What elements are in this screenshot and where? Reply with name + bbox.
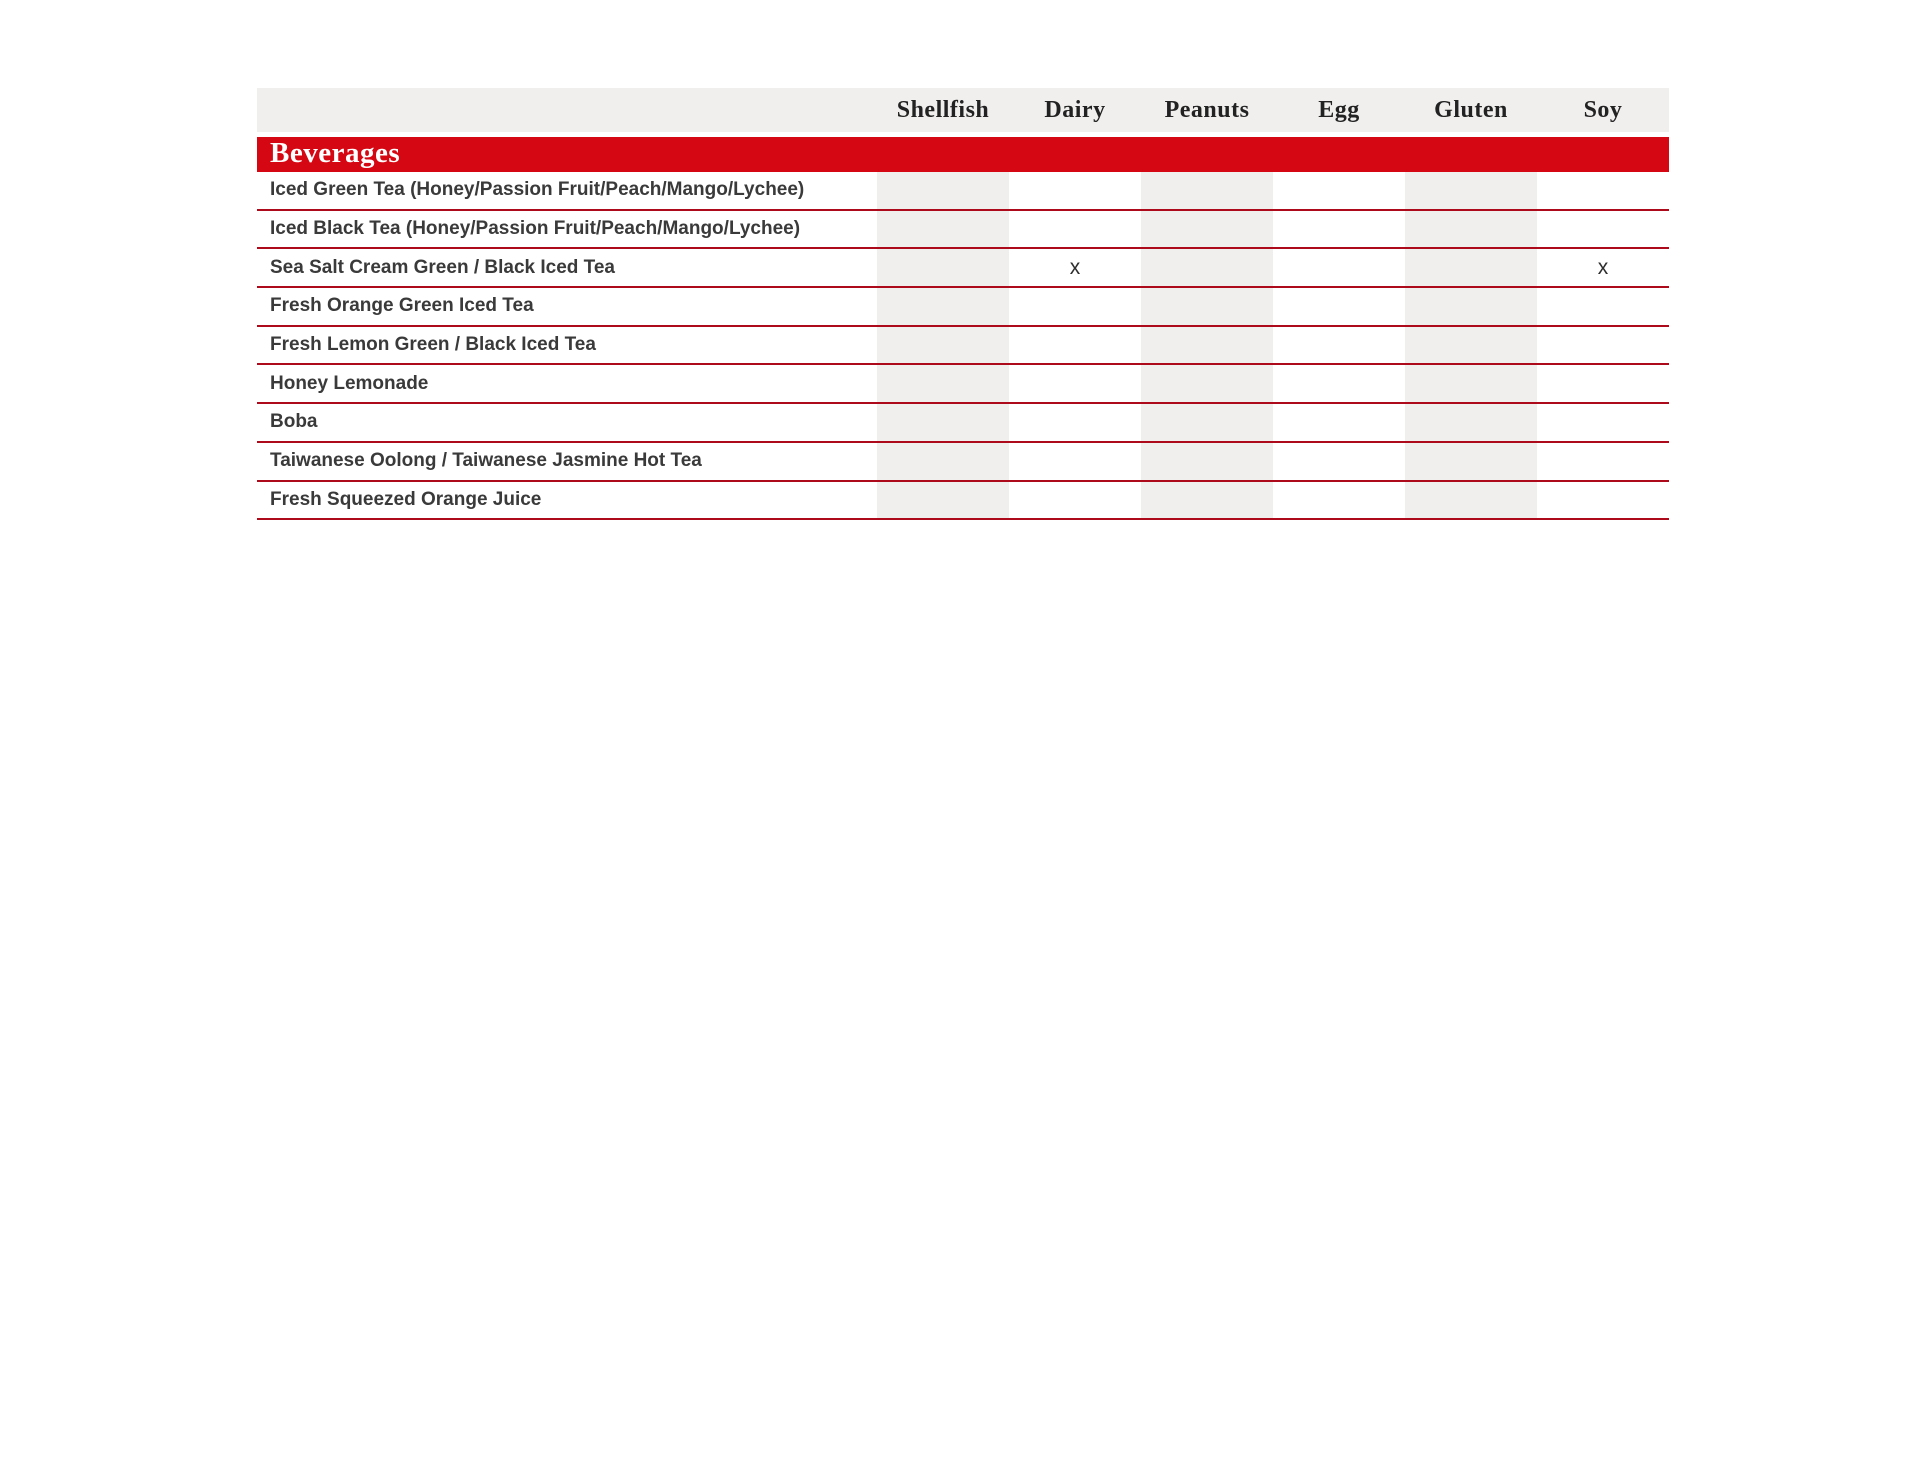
item-name: Honey Lemonade bbox=[270, 372, 429, 394]
cell-shellfish bbox=[877, 288, 1009, 325]
table-row: Boba bbox=[257, 404, 1669, 443]
cell-dairy: x bbox=[1069, 255, 1081, 279]
cell-egg bbox=[1273, 172, 1405, 209]
header-spacer bbox=[257, 88, 877, 132]
cell-soy bbox=[1537, 327, 1669, 364]
cell-peanuts bbox=[1141, 326, 1273, 364]
column-header-peanuts: Peanuts bbox=[1164, 96, 1250, 123]
cell-soy bbox=[1537, 288, 1669, 325]
cell-shellfish bbox=[877, 249, 1009, 287]
cell-egg bbox=[1273, 288, 1405, 325]
cell-gluten bbox=[1405, 404, 1537, 441]
column-header-soy: Soy bbox=[1583, 96, 1623, 123]
cell-peanuts bbox=[1141, 210, 1273, 248]
section-title: Beverages bbox=[270, 136, 401, 169]
cell-peanuts bbox=[1141, 288, 1273, 325]
cell-shellfish bbox=[877, 404, 1009, 441]
column-header-egg: Egg bbox=[1318, 96, 1360, 123]
cell-dairy bbox=[1009, 211, 1141, 248]
table-row: Iced Green Tea (Honey/Passion Fruit/Peac… bbox=[257, 172, 1669, 211]
cell-dairy bbox=[1009, 404, 1141, 441]
column-header-shellfish: Shellfish bbox=[896, 96, 990, 123]
cell-soy bbox=[1537, 482, 1669, 519]
item-name: Iced Green Tea (Honey/Passion Fruit/Peac… bbox=[270, 179, 805, 201]
item-name: Taiwanese Oolong / Taiwanese Jasmine Hot… bbox=[270, 450, 702, 472]
cell-dairy bbox=[1009, 172, 1141, 209]
cell-dairy bbox=[1009, 443, 1141, 480]
cell-egg bbox=[1273, 482, 1405, 519]
cell-peanuts bbox=[1141, 442, 1273, 480]
cell-egg bbox=[1273, 249, 1405, 286]
table-row: Fresh Orange Green Iced Tea bbox=[257, 288, 1669, 327]
cell-soy bbox=[1537, 172, 1669, 209]
cell-egg bbox=[1273, 211, 1405, 248]
cell-peanuts bbox=[1141, 481, 1273, 519]
allergen-table: Shellfish Dairy Peanuts Egg Gluten Soy B… bbox=[257, 88, 1669, 521]
cell-soy bbox=[1537, 443, 1669, 480]
table-row: Taiwanese Oolong / Taiwanese Jasmine Hot… bbox=[257, 442, 1669, 482]
table-row: Fresh Lemon Green / Black Iced Tea bbox=[257, 326, 1669, 366]
column-header-gluten: Gluten bbox=[1434, 96, 1508, 123]
cell-shellfish bbox=[877, 442, 1009, 480]
cell-shellfish bbox=[877, 481, 1009, 519]
cell-shellfish bbox=[877, 326, 1009, 364]
cell-gluten bbox=[1405, 365, 1537, 403]
cell-gluten bbox=[1405, 210, 1537, 248]
cell-shellfish bbox=[877, 172, 1009, 209]
table-row: Iced Black Tea (Honey/Passion Fruit/Peac… bbox=[257, 210, 1669, 250]
item-name: Sea Salt Cream Green / Black Iced Tea bbox=[270, 256, 615, 278]
item-name: Fresh Squeezed Orange Juice bbox=[270, 488, 542, 510]
cell-dairy bbox=[1009, 365, 1141, 402]
item-name: Iced Black Tea (Honey/Passion Fruit/Peac… bbox=[270, 218, 801, 240]
cell-egg bbox=[1273, 365, 1405, 402]
cell-soy: x bbox=[1597, 255, 1609, 279]
cell-gluten bbox=[1405, 249, 1537, 287]
section-header-beverages: Beverages bbox=[257, 137, 1669, 172]
column-header-dairy: Dairy bbox=[1044, 96, 1106, 123]
allergen-header-row: Shellfish Dairy Peanuts Egg Gluten Soy bbox=[257, 88, 1669, 132]
cell-egg bbox=[1273, 327, 1405, 364]
cell-dairy bbox=[1009, 288, 1141, 325]
cell-soy bbox=[1537, 365, 1669, 402]
table-row: Honey Lemonade bbox=[257, 365, 1669, 405]
cell-shellfish bbox=[877, 365, 1009, 403]
cell-gluten bbox=[1405, 326, 1537, 364]
table-row: Fresh Squeezed Orange Juice bbox=[257, 481, 1669, 521]
cell-peanuts bbox=[1141, 404, 1273, 441]
cell-soy bbox=[1537, 404, 1669, 441]
cell-peanuts bbox=[1141, 365, 1273, 403]
cell-egg bbox=[1273, 404, 1405, 441]
cell-gluten bbox=[1405, 442, 1537, 480]
item-name: Fresh Orange Green Iced Tea bbox=[270, 295, 534, 317]
cell-dairy bbox=[1009, 327, 1141, 364]
cell-shellfish bbox=[877, 210, 1009, 248]
cell-dairy bbox=[1009, 482, 1141, 519]
item-name: Fresh Lemon Green / Black Iced Tea bbox=[270, 334, 596, 356]
cell-gluten bbox=[1405, 481, 1537, 519]
table-row: Sea Salt Cream Green / Black Iced Tea x … bbox=[257, 249, 1669, 289]
cell-peanuts bbox=[1141, 249, 1273, 287]
cell-soy bbox=[1537, 211, 1669, 248]
cell-peanuts bbox=[1141, 172, 1273, 209]
cell-egg bbox=[1273, 443, 1405, 480]
item-name: Boba bbox=[270, 411, 318, 433]
header-gap bbox=[257, 132, 1669, 137]
cell-gluten bbox=[1405, 172, 1537, 209]
cell-gluten bbox=[1405, 288, 1537, 325]
